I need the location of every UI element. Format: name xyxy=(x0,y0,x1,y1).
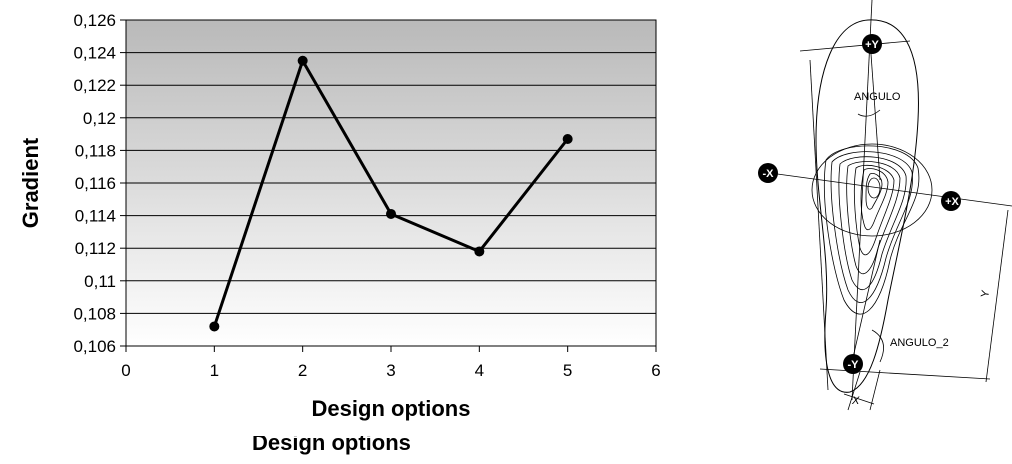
data-point xyxy=(474,246,485,257)
foot-outline xyxy=(815,19,919,393)
marker-plus-y: +Y xyxy=(862,34,882,54)
y-tick-label: 0,12 xyxy=(83,109,116,128)
marker-minus-y-label: -Y xyxy=(848,359,860,371)
x-tick-label: 3 xyxy=(386,361,395,380)
x-dimension-label: X xyxy=(851,395,860,407)
foot-pressure-diagram: ANGULO ANGULO_2 Y X +Y -X +X -Y xyxy=(758,0,1012,411)
angle-guide-line xyxy=(869,39,881,181)
marker-plus-x-label: +X xyxy=(945,196,959,208)
y-axis-title: Gradient xyxy=(18,137,43,228)
y-tick-label: 0,124 xyxy=(73,44,116,63)
x-dimension-tick-left xyxy=(847,371,861,411)
y-tick-label: 0,122 xyxy=(73,76,116,95)
line-chart: 0,106 0,108 0,11 0,112 0,114 0,116 0,118 0,12 0,… xyxy=(18,11,661,421)
data-point xyxy=(297,55,308,66)
gridlines xyxy=(126,52,656,314)
y-dimension-label: Y xyxy=(979,289,992,299)
x-tick-label: 4 xyxy=(475,361,484,380)
y-tick-label: 0,11 xyxy=(84,272,116,291)
x-axis: 0 1 2 3 4 5 6 xyxy=(121,346,661,380)
y-dimension-line xyxy=(985,209,1009,383)
y-tick-label: 0,112 xyxy=(75,239,116,258)
y-tick-label: 0,118 xyxy=(75,141,116,160)
angulo-label: ANGULO xyxy=(854,91,901,103)
marker-minus-x-label: -X xyxy=(763,168,775,180)
y-tick-label: 0,116 xyxy=(75,174,116,193)
x-tick-label: 5 xyxy=(563,361,572,380)
x-dimension-line xyxy=(843,393,875,405)
angulo2-label: ANGULO_2 xyxy=(890,337,949,349)
angulo2-arc xyxy=(871,329,884,363)
marker-plus-x: +X xyxy=(941,191,961,211)
y-axis-line xyxy=(851,0,873,401)
y-tick-label: 0,108 xyxy=(73,304,116,323)
marker-minus-y: -Y xyxy=(843,354,863,374)
series-layer xyxy=(209,55,573,332)
marker-plus-y-label: +Y xyxy=(865,39,879,51)
x-dimension-tick-right xyxy=(869,369,881,411)
x-tick-label: 1 xyxy=(210,361,219,380)
pressure-contours xyxy=(811,143,933,315)
y-axis: 0,106 0,108 0,11 0,112 0,114 0,116 0,118 0,12 0,… xyxy=(73,11,126,356)
x-axis-title: Design options xyxy=(312,396,471,421)
x-axis-line xyxy=(769,172,1012,207)
y-tick-label: 0,126 xyxy=(73,11,116,30)
x-tick-label: 2 xyxy=(298,361,307,380)
data-point xyxy=(386,208,396,219)
top-tangent-line xyxy=(799,40,911,52)
x-tick-label: 0 xyxy=(121,361,130,380)
y-tick-label: 0,106 xyxy=(73,337,116,356)
data-point xyxy=(562,133,573,144)
y-tick-label: 0,114 xyxy=(75,207,116,226)
x-tick-label: 6 xyxy=(651,361,660,380)
cropped-caption: Design options xyxy=(252,436,492,458)
angulo-arc xyxy=(857,109,881,117)
data-point xyxy=(209,321,220,332)
marker-minus-x: -X xyxy=(758,163,778,183)
cropped-caption-text: Design options xyxy=(252,436,411,455)
